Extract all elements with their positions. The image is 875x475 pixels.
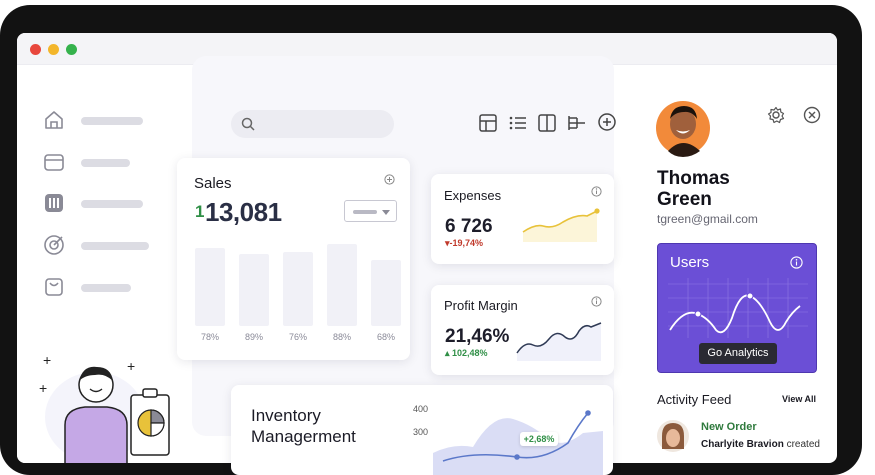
expenses-change-text: -19,74%	[449, 238, 484, 248]
sidebar-item-home[interactable]	[43, 109, 173, 135]
sidebar-item-grid[interactable]	[43, 192, 173, 218]
info-icon[interactable]	[591, 296, 602, 307]
sidebar-item-target[interactable]	[43, 234, 173, 260]
close-window-button[interactable]	[30, 44, 41, 55]
users-title: Users	[670, 254, 710, 271]
users-card: Users Go Analytics	[657, 243, 817, 373]
profit-change-text: 102,48%	[452, 348, 488, 358]
expenses-change: ▾-19,74%	[445, 238, 484, 248]
svg-text:+: +	[127, 358, 135, 374]
inventory-area-chart	[433, 410, 603, 475]
sidebar-item-box[interactable]	[43, 151, 173, 177]
activity-item-text: Charlyite Bravion created	[701, 439, 820, 450]
sales-bar	[239, 254, 269, 326]
profit-card: Profit Margin 21,46% ▴ 102,48%	[431, 285, 614, 375]
columns-icon[interactable]	[537, 113, 557, 133]
expenses-sparkline	[522, 208, 600, 242]
sidebar-item-label	[81, 200, 143, 208]
activity-feed-title: Activity Feed	[657, 392, 732, 407]
search-icon	[241, 117, 255, 131]
profit-value: 21,46%	[445, 326, 510, 347]
activity-avatar	[657, 420, 689, 452]
sidebar: + + +	[17, 65, 189, 463]
expenses-card: Expenses 6 726 ▾-19,74%	[431, 174, 614, 264]
sidebar-item-label	[81, 242, 149, 250]
box-icon	[44, 154, 64, 171]
activity-item-name: Charlyite Bravion	[701, 439, 784, 450]
sales-bar	[283, 252, 313, 326]
sales-period-dropdown[interactable]	[344, 200, 397, 222]
sidebar-item-label	[81, 159, 130, 167]
go-analytics-button[interactable]: Go Analytics	[699, 343, 777, 364]
inventory-axis-tick: 400	[413, 404, 429, 414]
sales-card: Sales 1 13,081 78% 89% 76% 88% 68%	[177, 158, 410, 360]
sales-bar-label: 89%	[244, 332, 263, 342]
profile-name: Thomas Green	[657, 168, 730, 210]
profit-title: Profit Margin	[444, 298, 518, 313]
sales-bar	[195, 248, 225, 326]
minimize-window-button[interactable]	[48, 44, 59, 55]
grid-icon	[45, 194, 63, 212]
bag-icon	[45, 278, 63, 296]
home-icon	[45, 111, 63, 129]
target-icon	[44, 235, 64, 255]
list-icon[interactable]	[508, 113, 528, 133]
table-icon[interactable]	[478, 113, 498, 133]
view-all-link[interactable]: View All	[782, 394, 817, 404]
profit-sparkline	[516, 322, 602, 361]
chevron-down-icon	[382, 210, 390, 215]
users-line-chart	[668, 278, 808, 338]
expenses-title: Expenses	[444, 188, 502, 203]
dropdown-placeholder	[353, 210, 377, 214]
activity-item-action: created	[786, 439, 820, 450]
sales-bar-label: 88%	[332, 332, 351, 342]
inventory-title: Inventory Managerment	[251, 406, 356, 446]
inventory-card: Inventory Managerment 400 300 +2,68%	[231, 385, 613, 475]
sales-title: Sales	[194, 175, 232, 192]
svg-text:+: +	[39, 380, 47, 396]
gear-icon[interactable]	[767, 106, 785, 124]
filter-icon[interactable]	[567, 113, 587, 133]
info-icon[interactable]	[790, 256, 803, 269]
sidebar-item-label	[81, 117, 143, 125]
maximize-window-button[interactable]	[66, 44, 77, 55]
activity-item-title: New Order	[701, 421, 757, 433]
sales-bar	[327, 244, 357, 326]
inventory-change-badge: +2,68%	[520, 432, 558, 446]
search-input[interactable]	[231, 110, 394, 138]
sales-prefix: 1	[195, 202, 205, 221]
profit-change: ▴ 102,48%	[445, 348, 488, 358]
sales-bar	[371, 260, 401, 326]
sales-bar-label: 78%	[200, 332, 219, 342]
sales-bar-label: 76%	[288, 332, 307, 342]
sales-value: 13,081	[205, 197, 282, 227]
svg-text:+: +	[43, 352, 51, 368]
expenses-value: 6 726	[445, 216, 493, 237]
info-icon[interactable]	[384, 174, 395, 185]
sidebar-item-label	[81, 284, 131, 292]
add-icon[interactable]	[597, 112, 617, 132]
info-icon[interactable]	[591, 186, 602, 197]
avatar[interactable]	[656, 97, 712, 157]
inventory-axis-tick: 300	[413, 427, 429, 437]
person-illustration: + + +	[39, 352, 170, 463]
sales-bar-label: 68%	[376, 332, 395, 342]
profile-email: tgreen@gmail.com	[657, 212, 758, 226]
close-icon[interactable]	[803, 106, 821, 124]
sidebar-item-bag[interactable]	[43, 276, 173, 302]
